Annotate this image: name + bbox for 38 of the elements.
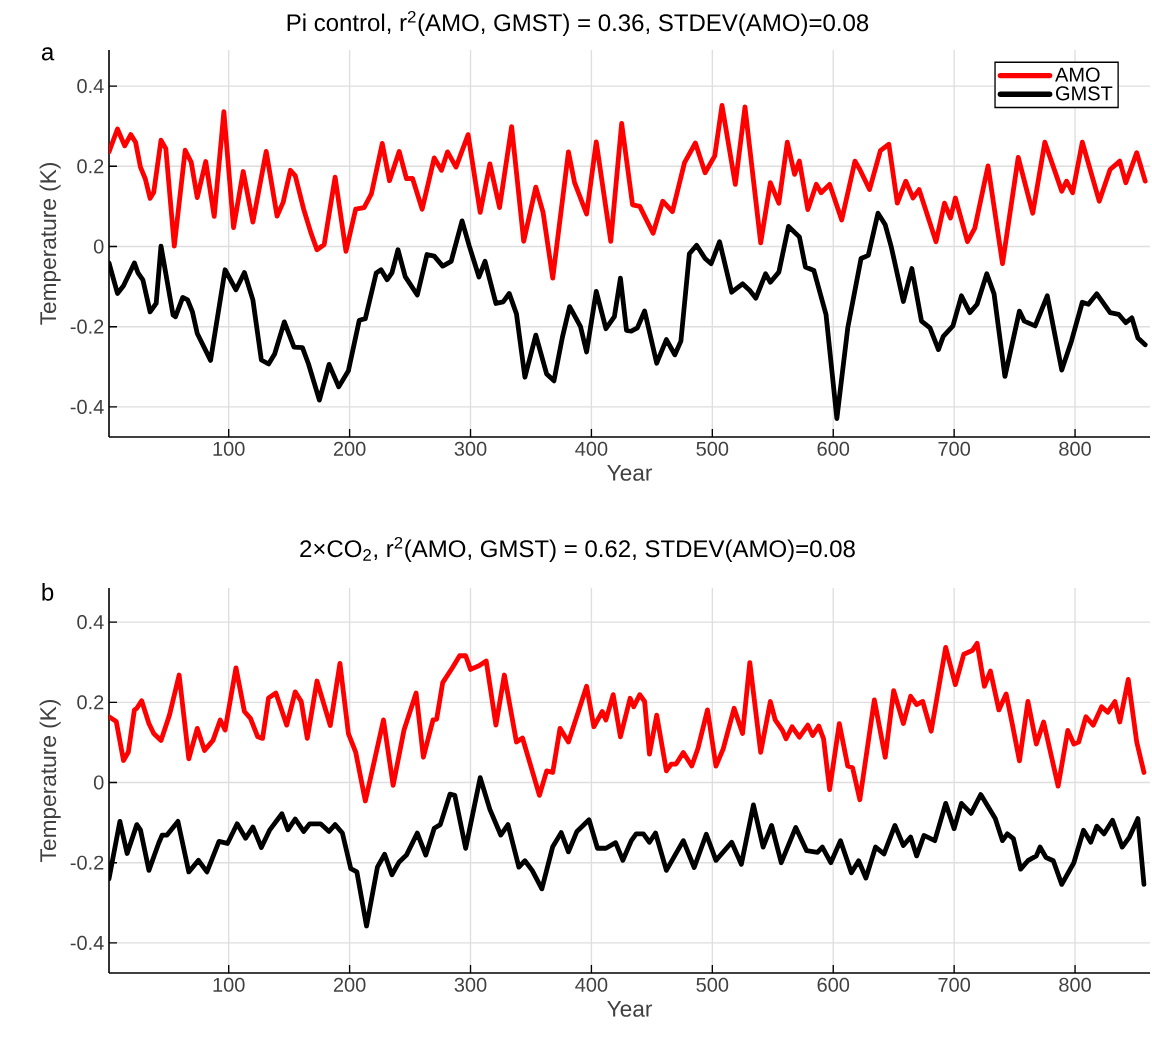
- x-tick-label: 800: [1059, 441, 1091, 456]
- y-tick-label: 0: [93, 239, 104, 254]
- text: b: [42, 583, 54, 601]
- y-axis-title: Temperature (K): [39, 700, 61, 862]
- y-tick-label: 0: [93, 775, 104, 790]
- x-tick-label: 400: [575, 441, 608, 456]
- y-tick-label: 0.4: [77, 615, 104, 630]
- x-tick-label: 600: [817, 441, 850, 456]
- x-tick-label: 100: [213, 441, 245, 456]
- x-tick-label: 700: [938, 441, 971, 456]
- x-tick-label: 700: [938, 977, 971, 992]
- x-tick-label: 400: [575, 977, 608, 992]
- x-axis-title: Year: [607, 1001, 653, 1017]
- x-tick-label: 200: [333, 441, 366, 456]
- legend-label: GMST: [1056, 86, 1113, 101]
- y-tick-label: -0.2: [70, 855, 104, 870]
- legend-label: AMO: [1055, 67, 1100, 82]
- x-tick-label: 600: [817, 977, 850, 992]
- x-axis-title: Year: [607, 465, 653, 481]
- chart-title: 2×CO$_{2}$, r$^{2}$(AMO, GMST) = 0.62, STDEV(AMO)=0.08: [300, 536, 855, 562]
- x-tick-label: 100: [213, 977, 245, 992]
- y-tick-label: 0.2: [77, 695, 104, 710]
- text: a: [41, 47, 55, 61]
- x-tick-label: 500: [696, 977, 729, 992]
- x-tick-label: 300: [454, 441, 487, 456]
- x-tick-label: 200: [333, 977, 366, 992]
- line-series: [109, 640, 1147, 804]
- x-tick-label: 500: [696, 441, 729, 456]
- x-tick-label: 300: [454, 977, 487, 992]
- x-tick-label: 800: [1059, 977, 1091, 992]
- y-tick-label: 0.4: [77, 79, 104, 94]
- line-series: [109, 102, 1148, 281]
- y-tick-label: -0.4: [70, 399, 104, 414]
- y-axis-title: Temperature (K): [39, 163, 61, 325]
- y-tick-label: -0.4: [70, 935, 104, 950]
- y-tick-label: 0.2: [77, 159, 104, 174]
- y-tick-label: -0.2: [70, 319, 104, 334]
- chart-title: Pi control, r$^{2}$(AMO, GMST) = 0.36, STDEV(AMO)=0.08: [287, 10, 869, 36]
